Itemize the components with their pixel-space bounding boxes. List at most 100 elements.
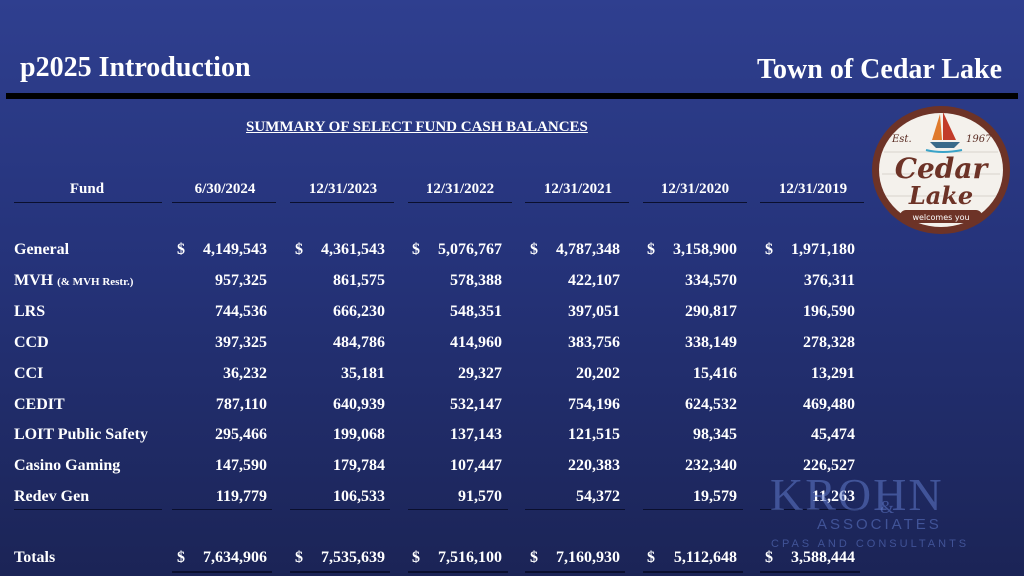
balance-cell: 29,327 <box>458 365 502 382</box>
balance-cell: 338,149 <box>685 334 737 351</box>
column-header-underline <box>172 202 276 203</box>
balance-cell: 5,076,767 <box>438 241 502 258</box>
svg-text:Lake: Lake <box>908 181 973 210</box>
fund-row-label: MVH (& MVH Restr.) <box>14 272 133 290</box>
column-header-underline <box>290 202 394 203</box>
balance-cell: 278,328 <box>803 334 855 351</box>
balance-cell: 196,590 <box>803 303 855 320</box>
svg-text:Cedar: Cedar <box>895 152 990 185</box>
balance-cell: 45,474 <box>811 426 855 443</box>
town-name: Town of Cedar Lake <box>756 54 1002 85</box>
totals-label: Totals <box>14 549 56 566</box>
double-underline <box>408 571 508 573</box>
balance-cell: 3,158,900 <box>673 241 737 258</box>
balance-cell: 15,416 <box>693 365 737 382</box>
column-header-date: 12/31/2023 <box>308 181 378 197</box>
column-header-date: 12/31/2021 <box>543 181 613 197</box>
currency-symbol: $ <box>530 549 538 566</box>
column-header-underline <box>14 202 162 203</box>
balance-cell: 397,325 <box>215 334 267 351</box>
fund-row-label: General <box>14 241 69 259</box>
fund-row-label: CCI <box>14 365 43 383</box>
total-cell: 3,588,444 <box>791 549 855 566</box>
krohn-watermark-amp: & <box>880 497 895 517</box>
column-header-date: 12/31/2020 <box>660 181 730 197</box>
balance-cell: 54,372 <box>576 488 620 505</box>
fund-name: CCD <box>14 334 49 351</box>
balance-cell: 484,786 <box>333 334 385 351</box>
balance-cell: 532,147 <box>450 396 502 413</box>
fund-name: LRS <box>14 303 46 320</box>
balance-cell: 548,351 <box>450 303 502 320</box>
balance-cell: 20,202 <box>576 365 620 382</box>
balance-cell: 578,388 <box>450 272 502 289</box>
column-header-underline <box>525 202 629 203</box>
fund-name: Redev Gen <box>14 488 90 505</box>
total-cell: 5,112,648 <box>673 549 737 566</box>
balance-cell: 226,527 <box>803 457 855 474</box>
svg-text:welcomes you: welcomes you <box>912 213 969 222</box>
balance-cell: 397,051 <box>568 303 620 320</box>
balance-cell: 787,110 <box>215 396 267 413</box>
double-underline <box>290 571 390 573</box>
subtotal-rule <box>643 509 743 510</box>
subtotal-rule <box>172 509 272 510</box>
balance-cell: 121,515 <box>568 426 620 443</box>
balance-cell: 19,579 <box>693 488 737 505</box>
column-header-fund: Fund <box>69 181 105 197</box>
table-title: SUMMARY OF SELECT FUND CASH BALANCES <box>246 119 588 135</box>
page-title: p2025 Introduction <box>20 52 251 83</box>
balance-cell: 4,149,543 <box>203 241 267 258</box>
balance-cell: 36,232 <box>223 365 267 382</box>
balance-cell: 666,230 <box>333 303 385 320</box>
column-header-date: 6/30/2024 <box>194 181 256 197</box>
balance-cell: 98,345 <box>693 426 737 443</box>
fund-row-label: CCD <box>14 334 49 352</box>
currency-symbol: $ <box>412 241 420 258</box>
fund-name: CEDIT <box>14 396 65 413</box>
balance-cell: 640,939 <box>333 396 385 413</box>
balance-cell: 957,325 <box>215 272 267 289</box>
cedar-lake-logo: Est. 1967 Cedar Lake welcomes you <box>872 106 1010 234</box>
subtotal-rule <box>290 509 390 510</box>
column-header-date: 12/31/2022 <box>425 181 495 197</box>
double-underline <box>525 571 625 573</box>
svg-text:Est.: Est. <box>891 134 912 145</box>
balance-cell: 106,533 <box>333 488 385 505</box>
fund-name: CCI <box>14 365 44 382</box>
subtotal-rule <box>408 509 508 510</box>
balance-cell: 179,784 <box>333 457 385 474</box>
balance-cell: 861,575 <box>333 272 385 289</box>
balance-cell: 137,143 <box>450 426 502 443</box>
balance-cell: 295,466 <box>215 426 267 443</box>
column-header-underline <box>643 202 747 203</box>
currency-symbol: $ <box>412 549 420 566</box>
fund-row-label: LRS <box>14 303 45 321</box>
balance-cell: 232,340 <box>685 457 737 474</box>
balance-cell: 4,787,348 <box>556 241 620 258</box>
double-underline <box>643 571 743 573</box>
balance-cell: 1,971,180 <box>791 241 855 258</box>
balance-cell: 119,779 <box>215 488 267 505</box>
balance-cell: 13,291 <box>811 365 855 382</box>
balance-cell: 744,536 <box>215 303 267 320</box>
balance-cell: 414,960 <box>450 334 502 351</box>
balance-cell: 107,447 <box>450 457 502 474</box>
total-cell: 7,634,906 <box>203 549 267 566</box>
balance-cell: 11,263 <box>811 488 855 505</box>
balance-cell: 754,196 <box>568 396 620 413</box>
header-divider <box>6 93 1018 99</box>
double-underline <box>172 571 272 573</box>
fund-row-label: Redev Gen <box>14 488 89 506</box>
fund-name: MVH <box>14 272 54 289</box>
currency-symbol: $ <box>530 241 538 258</box>
krohn-watermark: KROHN <box>770 469 944 520</box>
currency-symbol: $ <box>295 549 303 566</box>
balance-cell: 199,068 <box>333 426 385 443</box>
column-header-date: 12/31/2019 <box>778 181 848 197</box>
currency-symbol: $ <box>295 241 303 258</box>
fund-row-label: LOIT Public Safety <box>14 426 148 444</box>
balance-cell: 220,383 <box>568 457 620 474</box>
balance-cell: 376,311 <box>803 272 855 289</box>
currency-symbol: $ <box>177 549 185 566</box>
